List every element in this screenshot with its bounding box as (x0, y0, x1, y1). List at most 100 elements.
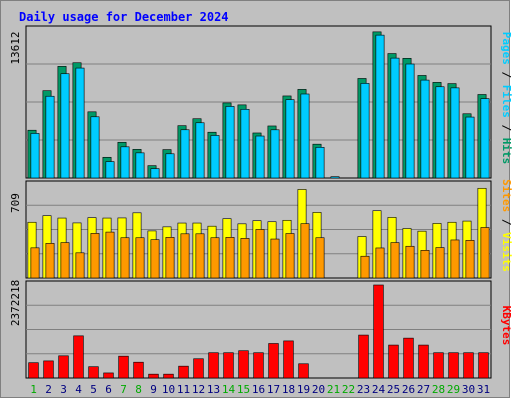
x-tick-label-day-8: 8 (135, 383, 142, 396)
bar-kbytes-day-10 (163, 373, 174, 379)
legend-visits: Visits (500, 232, 512, 272)
bar-sites-day-13 (210, 237, 220, 279)
x-tick-label-day-16: 16 (252, 383, 265, 396)
bar-files-day-2 (45, 95, 55, 179)
x-tick-label-day-5: 5 (90, 383, 97, 396)
bar-sites-day-10 (165, 237, 175, 279)
bar-files-day-29 (450, 87, 460, 179)
bar-kbytes-day-30 (463, 352, 474, 379)
bar-files-day-17 (270, 129, 280, 179)
bar-files-day-28 (435, 86, 445, 179)
bar-kbytes-day-12 (193, 358, 204, 379)
bar-files-day-6 (105, 161, 115, 179)
x-tick-label-day-31: 31 (477, 383, 490, 396)
bar-files-day-13 (210, 135, 220, 179)
x-tick-label-day-28: 28 (432, 383, 445, 396)
bar-files-day-26 (405, 63, 415, 179)
bar-sites-day-18 (285, 233, 295, 279)
x-tick-label-day-29: 29 (447, 383, 460, 396)
bar-kbytes-day-8 (133, 361, 144, 379)
bar-sites-day-12 (195, 233, 205, 279)
bar-sites-day-17 (270, 238, 280, 279)
bar-files-day-31 (480, 98, 490, 179)
chart-panels: 13612 Pages / Files / Hits 709 Sites / Visi… (9, 25, 512, 379)
bar-files-day-9 (150, 168, 160, 179)
legend-hits: Hits (500, 138, 512, 165)
panel-kbytes: 2372218 KBytes (9, 280, 512, 379)
bar-kbytes-day-2 (43, 360, 54, 379)
x-tick-label-day-25: 25 (387, 383, 400, 396)
x-tick-label-day-3: 3 (60, 383, 67, 396)
bar-sites-day-8 (135, 237, 145, 279)
bar-kbytes-day-6 (103, 372, 114, 379)
bar-files-day-27 (420, 79, 430, 179)
bar-kbytes-day-9 (148, 373, 159, 379)
bar-kbytes-day-16 (253, 352, 264, 379)
bar-sites-day-24 (375, 247, 385, 279)
bar-files-day-11 (180, 129, 190, 179)
bar-files-day-18 (285, 99, 295, 179)
panel-hits-files-pages: 13612 Pages / Files / Hits (9, 25, 512, 179)
bar-sites-day-16 (255, 229, 265, 279)
bar-sites-day-15 (240, 238, 250, 279)
x-tick-label-day-12: 12 (192, 383, 205, 396)
bar-files-day-20 (315, 147, 325, 179)
bar-sites-day-2 (45, 243, 55, 279)
x-tick-label-day-10: 10 (162, 383, 175, 396)
bar-kbytes-day-14 (223, 352, 234, 379)
panel-legend: Sites / Visits (500, 179, 512, 272)
x-tick-label-day-22: 22 (342, 383, 355, 396)
x-tick-label-day-27: 27 (417, 383, 430, 396)
x-tick-label-day-13: 13 (207, 383, 220, 396)
x-tick-label-day-18: 18 (282, 383, 295, 396)
bar-kbytes-day-26 (403, 337, 414, 379)
bar-sites-day-4 (75, 252, 85, 279)
bar-sites-day-3 (60, 242, 70, 279)
bar-files-day-24 (375, 34, 385, 179)
bar-files-day-5 (90, 116, 100, 179)
bar-kbytes-day-17 (268, 343, 279, 379)
bar-sites-day-19 (300, 223, 310, 279)
bar-files-day-8 (135, 152, 145, 179)
x-axis-day-labels: 1 2 3 4 5 6 7 8 9 10 11 12 13 14 15 16 17 18 19 20 21 22 23 24 2… (30, 383, 490, 396)
bar-files-day-30 (465, 116, 475, 179)
chart-title: Daily usage for December 2024 (19, 10, 229, 24)
x-tick-label-day-4: 4 (75, 383, 82, 396)
bar-files-day-25 (390, 57, 400, 179)
bar-kbytes-day-19 (298, 363, 309, 379)
legend-files: Files (500, 85, 512, 118)
bar-kbytes-day-24 (373, 284, 384, 379)
y-max-label: 2372218 (9, 280, 22, 326)
legend-separator: / (500, 212, 512, 232)
bar-kbytes-day-27 (418, 344, 429, 379)
bar-sites-day-23 (360, 255, 370, 279)
panel-visits-sites: 709 Sites / Visits (9, 179, 512, 279)
bar-kbytes-day-31 (478, 352, 489, 379)
bar-kbytes-day-11 (178, 365, 189, 379)
bar-sites-day-28 (435, 247, 445, 279)
bar-sites-day-25 (390, 242, 400, 279)
bar-kbytes-day-4 (73, 335, 84, 379)
bar-sites-day-20 (315, 237, 325, 279)
bar-kbytes-day-7 (118, 355, 129, 379)
x-tick-label-day-26: 26 (402, 383, 415, 396)
bar-sites-day-9 (150, 239, 160, 279)
bar-files-day-14 (225, 106, 235, 179)
x-tick-label-day-23: 23 (357, 383, 370, 396)
bar-files-day-15 (240, 108, 250, 179)
x-tick-label-day-21: 21 (327, 383, 340, 396)
panel-legend: Pages / Files / Hits (500, 32, 512, 165)
x-tick-label-day-1: 1 (30, 383, 37, 396)
bar-files-day-19 (300, 93, 310, 179)
x-tick-label-day-20: 20 (312, 383, 325, 396)
legend-separator: / (500, 118, 512, 138)
x-tick-label-day-7: 7 (120, 383, 127, 396)
bar-kbytes-day-28 (433, 352, 444, 379)
bar-kbytes-day-5 (88, 366, 99, 379)
bar-kbytes-day-15 (238, 350, 249, 379)
y-max-label: 13612 (9, 31, 22, 64)
bar-sites-day-5 (90, 233, 100, 279)
bar-files-day-16 (255, 135, 265, 179)
